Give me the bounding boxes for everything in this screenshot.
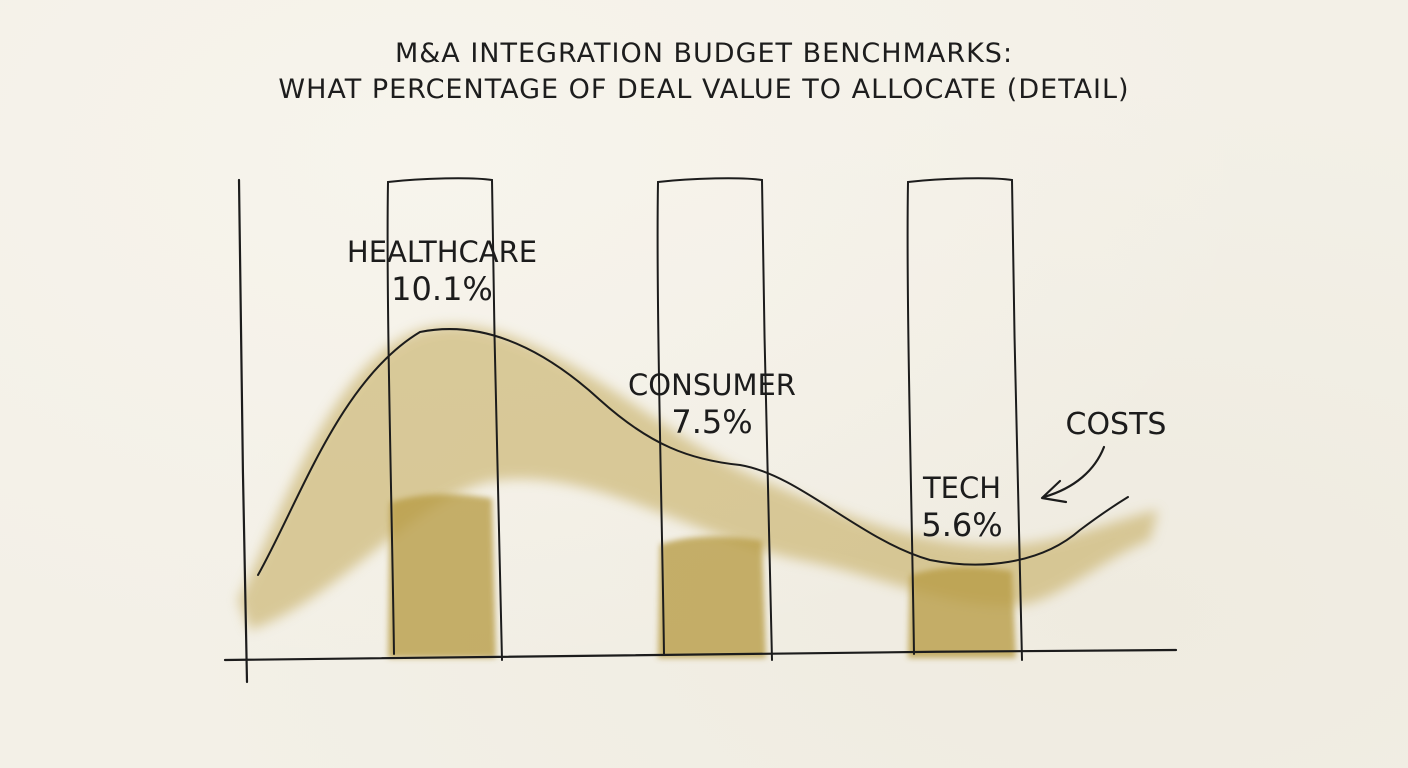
bar-fill-healthcare xyxy=(388,494,496,658)
bar-category-label-tech: TECH xyxy=(922,471,1001,505)
costs-curve-line xyxy=(257,328,1129,576)
bar-outline-healthcare xyxy=(386,177,503,661)
chart-title-line-2: WHAT PERCENTAGE OF DEAL VALUE TO ALLOCAT… xyxy=(278,74,1130,105)
chart-title-line-1: M&A INTEGRATION BUDGET BENCHMARKS: xyxy=(394,38,1014,69)
bar-category-label-healthcare: HEALTHCARE xyxy=(347,235,537,269)
y-axis-line xyxy=(237,178,249,684)
bar-value-label-healthcare: 10.1% xyxy=(391,270,493,308)
bar-outline-consumer xyxy=(656,177,773,661)
bar-value-label-tech: 5.6% xyxy=(921,506,1002,544)
x-axis-line xyxy=(223,648,1178,662)
bar-category-label-consumer: CONSUMER xyxy=(628,368,796,402)
costs-wash-band xyxy=(238,325,1158,630)
costs-arrow-head-icon xyxy=(1040,479,1068,504)
bar-outline-tech xyxy=(906,177,1023,661)
bar-fill-tech xyxy=(908,567,1016,658)
costs-arrow-icon xyxy=(1042,445,1106,499)
bar-value-label-consumer: 7.5% xyxy=(671,403,752,441)
costs-annotation-label: COSTS xyxy=(1066,407,1167,442)
bar-outlines xyxy=(386,177,1023,661)
bar-fills xyxy=(388,494,1016,658)
bar-fill-consumer xyxy=(658,536,766,658)
